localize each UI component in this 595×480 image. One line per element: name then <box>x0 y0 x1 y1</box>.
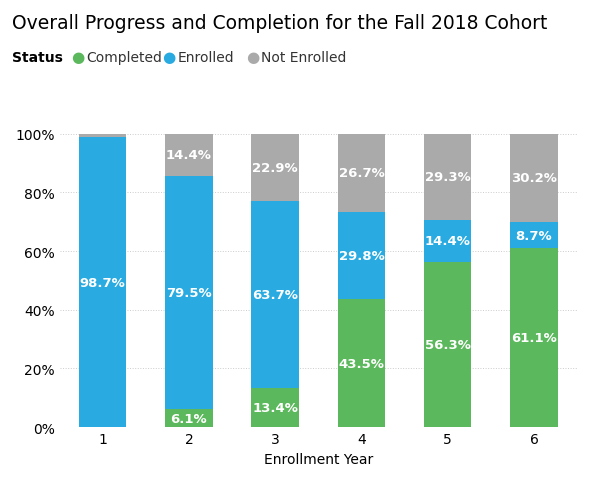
Text: 14.4%: 14.4% <box>166 149 212 162</box>
Text: 43.5%: 43.5% <box>339 357 384 370</box>
Bar <box>424 134 471 220</box>
Text: ●: ● <box>162 50 176 65</box>
Text: 29.8%: 29.8% <box>339 250 384 263</box>
Text: ●: ● <box>71 50 84 65</box>
Text: 14.4%: 14.4% <box>425 235 471 248</box>
Text: 79.5%: 79.5% <box>166 287 212 300</box>
Text: 29.3%: 29.3% <box>425 171 471 184</box>
Bar <box>165 177 212 409</box>
Text: Status: Status <box>12 50 63 65</box>
Bar <box>511 248 558 427</box>
Text: 26.7%: 26.7% <box>339 167 384 180</box>
Bar <box>79 134 126 138</box>
Text: 98.7%: 98.7% <box>80 276 126 289</box>
Text: 30.2%: 30.2% <box>511 172 557 185</box>
Text: 56.3%: 56.3% <box>425 338 471 351</box>
Bar <box>511 134 558 223</box>
Bar <box>165 409 212 427</box>
Bar <box>424 263 471 427</box>
Bar <box>338 213 385 300</box>
Bar <box>165 134 212 177</box>
Bar <box>252 388 299 427</box>
Bar <box>338 300 385 427</box>
Bar <box>338 134 385 213</box>
Text: Not Enrolled: Not Enrolled <box>261 50 346 65</box>
Bar <box>252 134 299 202</box>
Text: Enrolled: Enrolled <box>177 50 234 65</box>
Text: Completed: Completed <box>86 50 162 65</box>
Bar <box>252 202 299 388</box>
Bar <box>511 223 558 248</box>
Text: 61.1%: 61.1% <box>511 331 557 344</box>
Text: 63.7%: 63.7% <box>252 288 298 301</box>
Bar <box>424 220 471 263</box>
X-axis label: Enrollment Year: Enrollment Year <box>264 452 373 466</box>
Text: 13.4%: 13.4% <box>252 401 298 414</box>
Bar <box>79 138 126 427</box>
Text: 8.7%: 8.7% <box>516 229 552 242</box>
Text: ●: ● <box>246 50 259 65</box>
Text: 22.9%: 22.9% <box>252 161 298 174</box>
Text: Overall Progress and Completion for the Fall 2018 Cohort: Overall Progress and Completion for the … <box>12 14 547 34</box>
Text: 6.1%: 6.1% <box>171 412 207 425</box>
